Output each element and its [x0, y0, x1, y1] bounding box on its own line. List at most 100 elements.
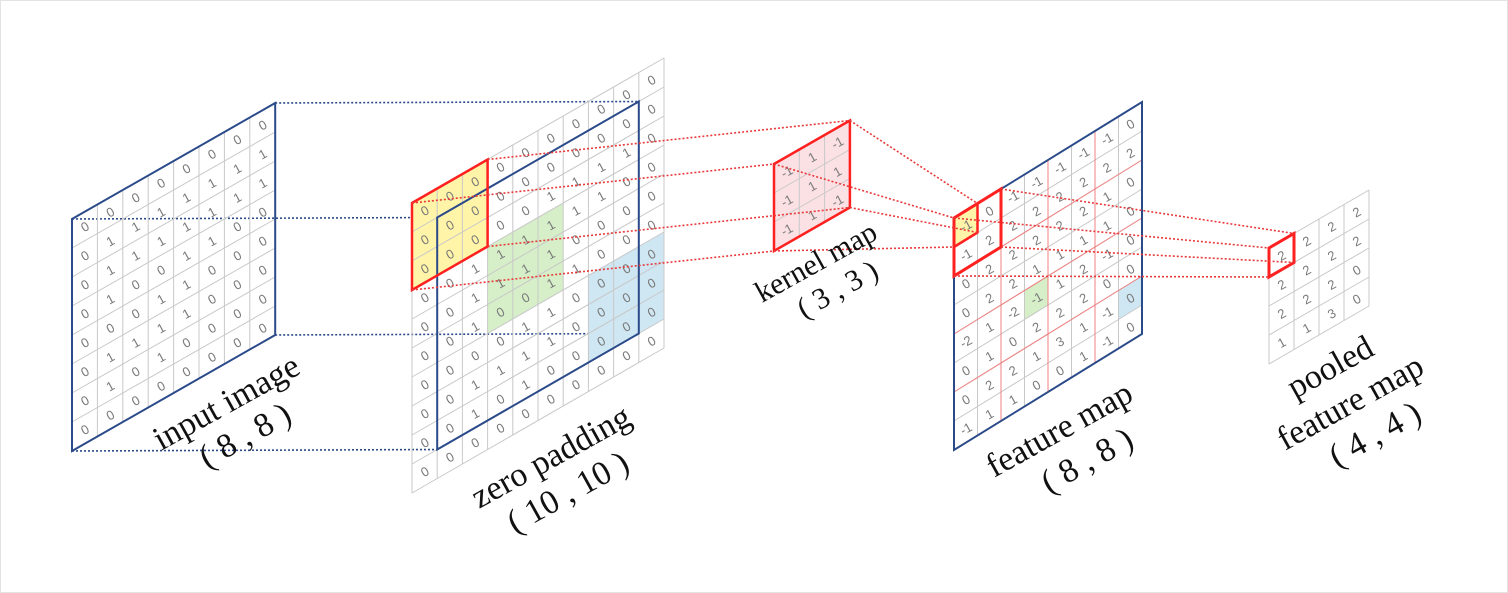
feature-map-grid-cell-value: 0 [983, 203, 997, 220]
feature-map-grid-cell-value: 1 [1006, 391, 1020, 408]
padded-image-grid-cell-value: 0 [569, 231, 583, 248]
input-image-grid-cell-value: 0 [205, 262, 219, 279]
pooled-map-grid-cell-value: 1 [1275, 334, 1289, 351]
green-window-cell [487, 261, 513, 305]
pooled-map-grid-cell-value: 0 [1350, 262, 1364, 279]
padded-image-grid-cell-value: 1 [519, 347, 533, 364]
yellow-window-cell [412, 246, 438, 290]
feature-map-grid-cell-value: 1 [983, 348, 997, 365]
padded-image-grid-cell-value: 0 [544, 130, 558, 147]
pooled-map-grid-cell-value: 2 [1300, 291, 1314, 308]
input-image-grid-cell-value: 1 [104, 262, 118, 279]
padded-image-grid-cell-value: 1 [569, 173, 583, 190]
padded-image-grid-cell-value: 0 [594, 246, 608, 263]
padded-image-grid-cell-value: 1 [544, 304, 558, 321]
padded-image-grid-cell-value: 0 [594, 130, 608, 147]
kernel-to-feature-line [773, 163, 955, 219]
feature-to-pooled-line [1000, 246, 1295, 264]
yellow-window-cell [437, 203, 463, 247]
padded-image-grid-cell-value: 0 [594, 362, 608, 379]
input-image-grid-cell-value: 1 [104, 291, 118, 308]
feature-map-grid-cell-value: 2 [1030, 203, 1044, 220]
input-image-grid-cell-value: 0 [154, 378, 168, 395]
feature-map-grid-cell-value: 2 [1077, 203, 1091, 220]
feature-map-grid-cell-value: 1 [1077, 348, 1091, 365]
padded-image-grid-cell-value: 1 [494, 362, 508, 379]
padded-image-grid-cell-value: 0 [544, 362, 558, 379]
padded-image-grid-cell-value: 0 [418, 318, 432, 335]
blue-window-cell [638, 290, 664, 334]
padded-image-grid-cell-value: 1 [544, 333, 558, 350]
padded-image-grid-cell-value: 0 [569, 318, 583, 335]
feature-map-grid-cell-value: 2 [1077, 290, 1091, 307]
padded-image-grid-cell-value: 0 [443, 275, 457, 292]
input-image-grid-cell-value: 0 [256, 262, 270, 279]
padded-image-grid-cell-value: 1 [594, 188, 608, 205]
feature-map-grid-cell-value: 1 [1077, 232, 1091, 249]
padded-image-grid-cell-value: 0 [443, 449, 457, 466]
feature-map-grid-cell-value: 3 [1053, 333, 1067, 350]
pooled-map-grid-cell-value: 2 [1300, 233, 1314, 250]
padded-image-grid-cell-value: 0 [620, 202, 634, 219]
padded-image-grid-cell-value: 0 [594, 101, 608, 118]
input-image-grid-cell-value: 0 [129, 392, 143, 409]
green-window-cell [512, 246, 538, 290]
input-image-grid-cell-value: 0 [205, 146, 219, 163]
feature-map-grid-cell-value: -1 [1098, 303, 1115, 322]
pool-divider [953, 275, 1143, 393]
padded-image-grid-cell-value: 0 [494, 391, 508, 408]
blue-window-cell [638, 232, 664, 276]
pooled-map-grid-cell-value: 2 [1275, 305, 1289, 322]
feature-map-grid-cell-value: -1 [957, 245, 974, 264]
input-image-grid-cell-value: 0 [256, 233, 270, 250]
green-window-cell [538, 261, 564, 305]
feature-map-grid-cell-value: -2 [1004, 303, 1021, 322]
padded-image-grid-cell-value: 0 [468, 434, 482, 451]
padded-image-grid-cell-value: 0 [544, 391, 558, 408]
padded-image-grid-cell-value: 1 [468, 405, 482, 422]
feature-map-grid-cell-value: 2 [1030, 319, 1044, 336]
padded-image-grid-cell-value: 0 [418, 347, 432, 364]
green-window-cell [538, 232, 564, 276]
padded-image-grid-cell-value: 0 [519, 173, 533, 190]
padded-image-grid-cell-value: 0 [418, 289, 432, 306]
connector-lines-top [411, 119, 1295, 291]
window-to-kernel-line [487, 119, 850, 161]
feature-map-grid-cell-value: 0 [1124, 203, 1138, 220]
input-image-grid-cell-value: 0 [78, 334, 92, 351]
padded-image-grid-cell-value: 0 [645, 333, 659, 350]
padded-image-grid-cell-value: 0 [418, 463, 432, 480]
padded-image-grid-cell-value: 0 [519, 405, 533, 422]
padded-image-grid-cell-value: 0 [443, 362, 457, 379]
feature-map-grid-cell-value: -1 [1075, 144, 1092, 163]
feature-map-grid-cell-value: 0 [1124, 319, 1138, 336]
feature-map-grid-cell-value: 2 [1006, 362, 1020, 379]
connector-lines [71, 100, 639, 452]
input-image-grid-cell-value: 0 [78, 363, 92, 380]
pooled-map-grid-cell-value: 2 [1325, 218, 1339, 235]
padded-image-grid-cell-value: 1 [620, 144, 634, 161]
input-image-grid-cell-value: 0 [104, 407, 118, 424]
feature-map-grid-cell-value: 0 [959, 304, 973, 321]
padded-image-grid-cell-value: 0 [443, 420, 457, 437]
padded-image-grid-cell-value: 0 [620, 115, 634, 132]
input-image-grid-cell-value: 0 [154, 175, 168, 192]
feature-map-grid-cell-value: 1 [1030, 261, 1044, 278]
padded-image-grid-cell-value: 0 [569, 347, 583, 364]
blue-window-cell [613, 246, 639, 290]
padded-image-grid-cell-value: 0 [620, 173, 634, 190]
padded-image-grid-cell-value: 1 [468, 376, 482, 393]
padded-image-grid-cell-value: 0 [645, 188, 659, 205]
pooled-map-grid-cell-value: 2 [1350, 233, 1364, 250]
feature-map-grid-cell-value: -1 [1098, 332, 1115, 351]
feature-to-pooled-line [1000, 188, 1295, 235]
input-image-frame [71, 101, 277, 453]
pooled-map-grid-cell-value: 2 [1300, 262, 1314, 279]
feature-map-grid-cell-value: 1 [1100, 188, 1114, 205]
input-image-grid-cell-value: 1 [154, 349, 168, 366]
feature-map-grid-cell-value: 2 [1053, 217, 1067, 234]
input-image-grid-cell-value: 1 [154, 233, 168, 250]
padded-image-grid-cell-value: 0 [443, 304, 457, 321]
input-image-grid-cell-value: 0 [180, 334, 194, 351]
